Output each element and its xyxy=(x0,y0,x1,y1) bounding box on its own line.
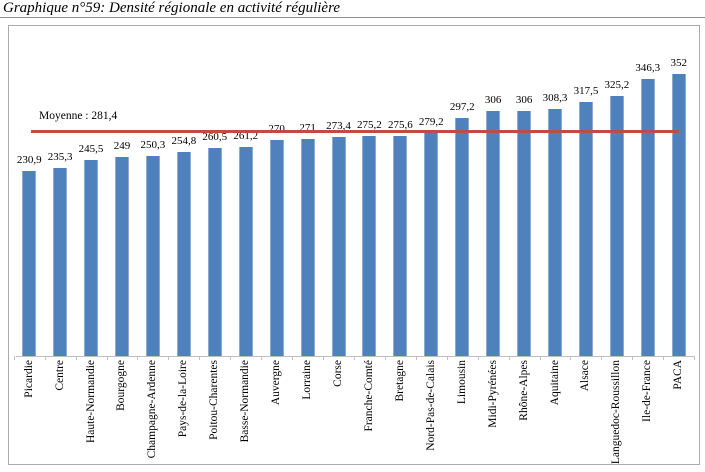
bar-value-label: 297,2 xyxy=(449,101,475,114)
bar-value-label: 317,5 xyxy=(573,85,599,97)
category-label: Champagne-Ardenne xyxy=(146,360,159,459)
axis-tick xyxy=(44,356,46,360)
axis-tick xyxy=(539,356,541,360)
bar-value-label: 306 xyxy=(515,94,533,107)
category-label: Auvergne xyxy=(270,360,283,406)
category-label: Bourgogne xyxy=(115,360,128,411)
bar xyxy=(238,147,253,356)
category-label: Aquitaine xyxy=(548,360,561,406)
axis-tick xyxy=(694,356,696,360)
axis-tick xyxy=(230,356,232,360)
axis-tick xyxy=(415,356,417,360)
bar-value-label: 308,3 xyxy=(542,92,568,105)
axis-tick xyxy=(323,356,325,360)
category-label: Pays-de-la-Loire xyxy=(177,360,190,438)
axis-tick xyxy=(13,356,15,360)
category-label: Centre xyxy=(53,360,66,391)
axis-tick xyxy=(199,356,201,360)
bar-value-label: 250,3 xyxy=(140,138,166,151)
bar-value-label: 249 xyxy=(113,139,131,152)
bar xyxy=(300,139,315,356)
axis-tick xyxy=(384,356,386,360)
plot-area: 230,9 Picardie 235,3 Centre 245,5 Haute-Norma… xyxy=(9,26,699,464)
bar xyxy=(53,167,68,356)
bar xyxy=(578,102,593,356)
category-label: Rhône-Alpes xyxy=(517,360,530,421)
axis-tick xyxy=(75,356,77,360)
bar-value-label: 273,4 xyxy=(326,120,351,133)
category-label: Franche-Comté xyxy=(362,360,375,432)
category-label: PACA xyxy=(672,360,685,390)
chart-title: Graphique n°59: Densité régionale en act… xyxy=(0,0,705,18)
bar xyxy=(84,159,99,356)
axis-tick xyxy=(663,356,665,360)
bar-value-label: 245,5 xyxy=(78,142,104,155)
bar xyxy=(609,95,624,356)
bar xyxy=(145,155,160,356)
bar xyxy=(640,78,655,356)
bar xyxy=(362,135,377,356)
bar-value-label: 279,2 xyxy=(418,115,444,128)
bar-value-label: 254,8 xyxy=(171,135,197,148)
bar-value-label: 230,9 xyxy=(16,154,42,167)
bar xyxy=(22,171,37,356)
axis-tick xyxy=(570,356,572,360)
axis-tick xyxy=(446,356,448,360)
bar-value-label: 325,2 xyxy=(604,78,630,91)
category-label: Alsace xyxy=(579,360,592,392)
category-label: Nord-Pas-de-Calais xyxy=(424,360,437,451)
category-label: Corse xyxy=(332,360,344,387)
chart-area: Moyenne : 281,4 230,9 Picardie 235,3 Centre… xyxy=(8,25,700,465)
mean-value-label: Moyenne : 281,4 xyxy=(39,110,118,122)
bar xyxy=(424,132,439,356)
bar xyxy=(517,111,532,356)
bar xyxy=(455,118,470,356)
axis-tick xyxy=(292,356,294,360)
bar-value-label: 346,3 xyxy=(635,61,661,74)
axis-tick xyxy=(632,356,634,360)
axis-tick xyxy=(261,356,263,360)
category-label: Midi-Pyrénées xyxy=(486,360,499,428)
axis-tick xyxy=(477,356,479,360)
category-label: Basse-Normandie xyxy=(239,360,252,443)
bar xyxy=(486,111,501,356)
bar-value-label: 261,2 xyxy=(233,130,259,143)
bar-value-label: 275,2 xyxy=(357,118,382,131)
bar xyxy=(114,156,129,356)
category-label: Ile-de-France xyxy=(641,360,654,422)
bar-value-label: 306 xyxy=(484,94,502,107)
axis-tick xyxy=(137,356,139,360)
bar-value-label: 352 xyxy=(670,57,687,70)
category-label: Languedoc-Roussillon xyxy=(610,360,623,465)
bar xyxy=(269,140,284,356)
axis-tick xyxy=(353,356,355,360)
category-label: Limousin xyxy=(455,360,468,405)
category-label: Haute-Normandie xyxy=(84,360,97,444)
category-label: Bretagne xyxy=(393,360,406,402)
mean-line xyxy=(31,130,679,133)
bar-value-label: 275,6 xyxy=(387,118,413,131)
bar xyxy=(207,147,222,356)
category-label: Poitou-Charentes xyxy=(208,360,221,440)
bar-value-label: 235,3 xyxy=(47,150,73,163)
category-label: Picardie xyxy=(22,360,35,398)
category-label: Lorraine xyxy=(301,360,314,400)
axis-tick xyxy=(601,356,603,360)
bar xyxy=(331,137,346,356)
bar-value-label: 260,5 xyxy=(202,130,228,143)
bar xyxy=(176,152,191,356)
axis-tick xyxy=(106,356,108,360)
bar xyxy=(548,109,562,356)
axis-tick xyxy=(508,356,510,360)
bar xyxy=(393,135,408,356)
axis-tick xyxy=(168,356,170,360)
bar xyxy=(671,74,686,356)
x-axis-line xyxy=(16,356,694,357)
